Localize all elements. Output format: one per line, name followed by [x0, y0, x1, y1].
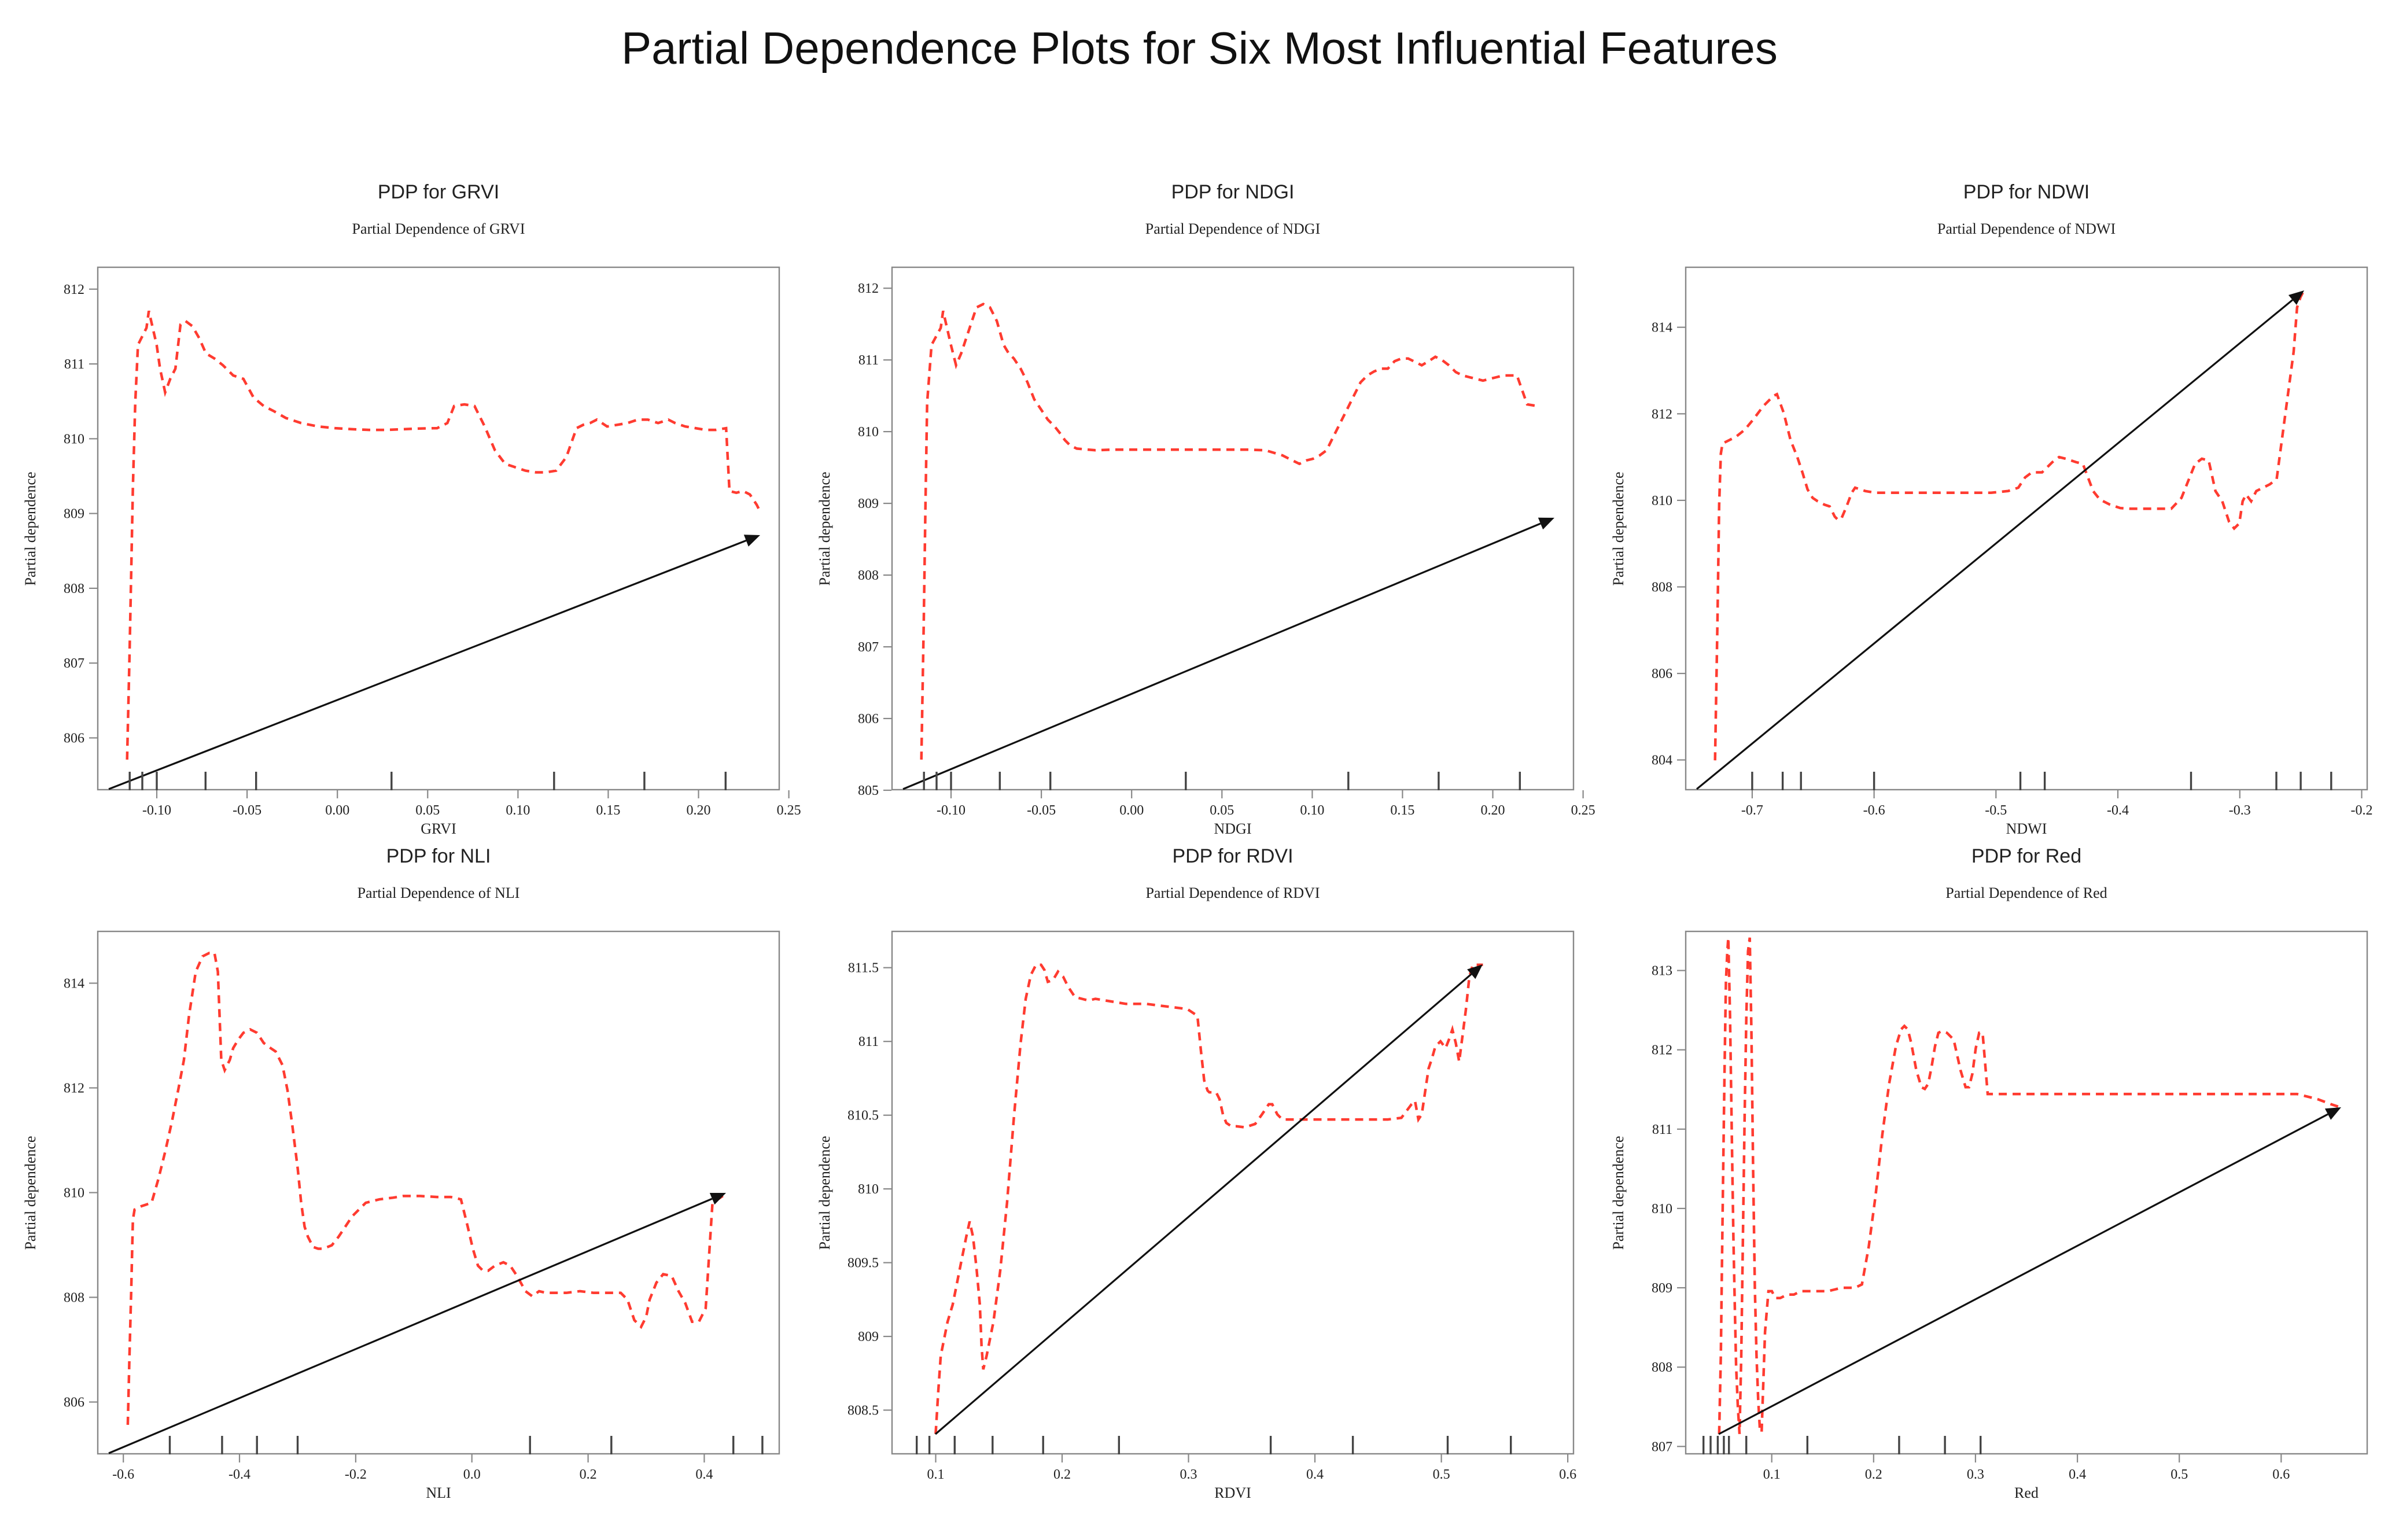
svg-text:809.5: 809.5	[847, 1256, 879, 1271]
svg-text:807: 807	[64, 656, 84, 671]
svg-text:812: 812	[64, 282, 84, 297]
svg-text:810: 810	[1652, 493, 1672, 509]
svg-text:0.0: 0.0	[463, 1467, 481, 1482]
svg-text:808: 808	[858, 568, 879, 583]
svg-text:0.25: 0.25	[1571, 803, 1595, 818]
svg-text:0.10: 0.10	[1300, 803, 1324, 818]
svg-text:810: 810	[858, 425, 879, 440]
svg-text:812: 812	[64, 1081, 84, 1096]
svg-text:-0.6: -0.6	[1863, 803, 1885, 818]
svg-text:0.05: 0.05	[415, 803, 440, 818]
svg-text:814: 814	[1652, 320, 1672, 336]
svg-text:0.4: 0.4	[695, 1467, 713, 1482]
svg-text:0.4: 0.4	[1306, 1467, 1324, 1482]
svg-text:0.15: 0.15	[1390, 803, 1414, 818]
svg-text:0.5: 0.5	[2170, 1467, 2188, 1482]
svg-text:810.5: 810.5	[847, 1108, 879, 1123]
svg-text:811: 811	[64, 357, 84, 372]
svg-text:807: 807	[1652, 1439, 1672, 1454]
svg-text:807: 807	[858, 640, 879, 655]
svg-text:0.05: 0.05	[1210, 803, 1234, 818]
svg-text:805: 805	[858, 783, 879, 798]
svg-text:-0.5: -0.5	[1985, 803, 2007, 818]
svg-text:0.20: 0.20	[687, 803, 711, 818]
svg-text:811: 811	[858, 1034, 879, 1049]
svg-text:0.3: 0.3	[1967, 1467, 1984, 1482]
svg-text:-0.10: -0.10	[142, 803, 171, 818]
svg-text:0.5: 0.5	[1433, 1467, 1450, 1482]
svg-text:-0.4: -0.4	[229, 1467, 250, 1482]
svg-text:810: 810	[64, 432, 84, 447]
svg-text:0.1: 0.1	[1763, 1467, 1781, 1482]
svg-text:811.5: 811.5	[848, 961, 879, 976]
svg-text:811: 811	[1652, 1122, 1672, 1137]
svg-text:-0.2: -0.2	[2351, 803, 2373, 818]
svg-text:809: 809	[64, 507, 84, 522]
svg-text:812: 812	[858, 281, 879, 296]
svg-text:0.15: 0.15	[596, 803, 620, 818]
svg-text:808.5: 808.5	[847, 1403, 879, 1419]
svg-text:812: 812	[1652, 407, 1672, 422]
svg-text:814: 814	[64, 977, 84, 992]
svg-text:-0.3: -0.3	[2229, 803, 2251, 818]
svg-text:809: 809	[858, 1329, 879, 1344]
svg-text:0.1: 0.1	[927, 1467, 945, 1482]
svg-text:0.2: 0.2	[1053, 1467, 1071, 1482]
svg-text:809: 809	[1652, 1281, 1672, 1296]
svg-text:0.6: 0.6	[2272, 1467, 2290, 1482]
svg-text:0.10: 0.10	[506, 803, 530, 818]
svg-text:0.2: 0.2	[580, 1467, 597, 1482]
svg-text:812: 812	[1652, 1043, 1672, 1058]
svg-text:-0.10: -0.10	[937, 803, 966, 818]
svg-text:806: 806	[64, 731, 84, 746]
svg-text:813: 813	[1652, 964, 1672, 979]
svg-text:0.25: 0.25	[777, 803, 801, 818]
svg-text:808: 808	[1652, 580, 1672, 595]
svg-text:0.00: 0.00	[325, 803, 349, 818]
svg-text:0.6: 0.6	[1559, 1467, 1576, 1482]
svg-text:-0.05: -0.05	[1027, 803, 1056, 818]
svg-text:809: 809	[858, 496, 879, 511]
svg-text:808: 808	[64, 1291, 84, 1306]
svg-text:810: 810	[1652, 1202, 1672, 1217]
svg-text:-0.05: -0.05	[233, 803, 261, 818]
svg-text:808: 808	[1652, 1360, 1672, 1375]
svg-text:806: 806	[64, 1395, 84, 1410]
svg-text:-0.7: -0.7	[1741, 803, 1763, 818]
svg-text:0.20: 0.20	[1481, 803, 1505, 818]
svg-text:810: 810	[64, 1186, 84, 1201]
svg-text:-0.4: -0.4	[2107, 803, 2129, 818]
svg-text:811: 811	[858, 353, 879, 368]
svg-text:0.2: 0.2	[1865, 1467, 1882, 1482]
svg-text:-0.6: -0.6	[112, 1467, 134, 1482]
svg-text:-0.2: -0.2	[345, 1467, 367, 1482]
svg-text:0.3: 0.3	[1180, 1467, 1197, 1482]
svg-text:0.4: 0.4	[2069, 1467, 2086, 1482]
svg-text:810: 810	[858, 1182, 879, 1197]
svg-text:808: 808	[64, 581, 84, 596]
svg-text:0.00: 0.00	[1119, 803, 1144, 818]
svg-text:806: 806	[1652, 666, 1672, 681]
svg-text:804: 804	[1652, 753, 1672, 768]
svg-text:806: 806	[858, 712, 879, 727]
